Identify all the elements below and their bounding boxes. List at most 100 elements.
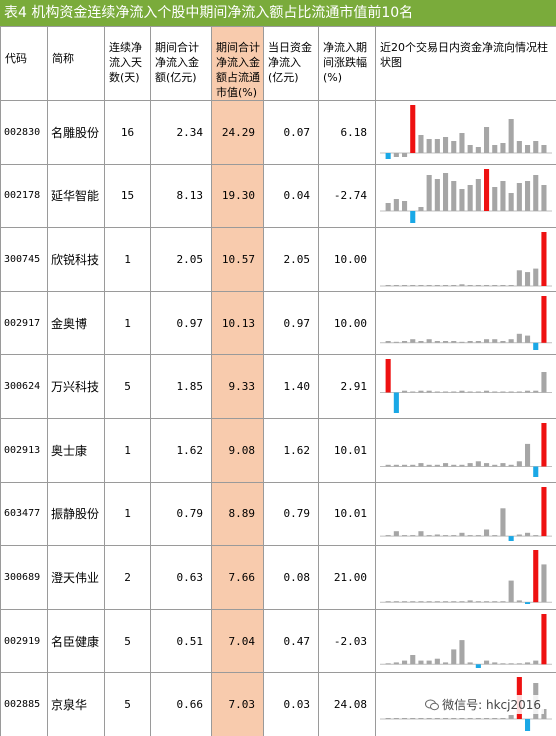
flow-bar bbox=[467, 600, 473, 603]
table-row: 002919 名臣健康 5 0.51 7.04 0.47 -2.03 bbox=[0, 608, 556, 674]
today-inflow-cell: 0.47 bbox=[263, 608, 319, 674]
flow-bar bbox=[467, 463, 473, 467]
flow-bar bbox=[525, 391, 531, 393]
flow-bar bbox=[402, 534, 408, 536]
flow-bar bbox=[500, 285, 506, 287]
flow-bar bbox=[418, 340, 424, 343]
flow-bar bbox=[525, 719, 531, 732]
flow-bar bbox=[508, 192, 514, 211]
price-change-cell: 10.01 bbox=[318, 481, 376, 547]
flow-bar bbox=[410, 718, 416, 720]
flow-bar bbox=[410, 105, 416, 153]
today-inflow-cell: 1.40 bbox=[263, 354, 319, 419]
flow-bar-chart-cell bbox=[375, 354, 556, 419]
flow-bar bbox=[459, 464, 465, 467]
flow-bar bbox=[467, 718, 473, 720]
total-inflow-cell: 1.85 bbox=[150, 354, 212, 419]
flow-bar bbox=[541, 709, 547, 720]
flow-bar bbox=[484, 529, 490, 536]
stock-name-cell: 延华智能 bbox=[47, 163, 105, 229]
consecutive-days-cell: 1 bbox=[104, 227, 151, 292]
flow-bar bbox=[484, 601, 490, 603]
stock-name-cell: 振静股份 bbox=[47, 481, 105, 547]
flow-bar bbox=[492, 601, 498, 603]
flow-bar bbox=[451, 534, 457, 536]
flow-bar bbox=[525, 335, 531, 343]
today-inflow-cell: 0.03 bbox=[263, 672, 319, 736]
flow-bar bbox=[541, 372, 547, 393]
flow-bar bbox=[459, 639, 465, 665]
flow-bar bbox=[508, 715, 514, 720]
flow-bar bbox=[516, 182, 522, 211]
flow-bar bbox=[525, 443, 531, 467]
flow-bar-chart-cell bbox=[375, 100, 556, 165]
stock-code-cell: 002917 bbox=[0, 290, 48, 356]
today-inflow-cell: 0.97 bbox=[263, 290, 319, 356]
flow-bar bbox=[410, 210, 416, 223]
flow-bar bbox=[492, 464, 498, 467]
today-inflow-cell: 0.04 bbox=[263, 163, 319, 229]
flow-bar bbox=[402, 660, 408, 665]
flow-bar bbox=[459, 341, 465, 343]
flow-bar bbox=[426, 285, 432, 287]
table-row: 002913 奥士康 1 1.62 9.08 1.62 10.01 bbox=[0, 417, 556, 483]
consecutive-days-cell: 5 bbox=[104, 608, 151, 674]
consecutive-days-cell: 1 bbox=[104, 290, 151, 356]
flow-bar bbox=[508, 580, 514, 603]
header-chart: 近20个交易日内资金净流向情况柱状图 bbox=[375, 26, 556, 101]
flow-bar bbox=[484, 338, 490, 343]
flow-bar bbox=[492, 391, 498, 393]
flow-bar bbox=[443, 391, 449, 393]
flow-bar bbox=[410, 338, 416, 343]
price-change-cell: 2.91 bbox=[318, 354, 376, 419]
flow-bar bbox=[541, 613, 547, 665]
flow-bar bbox=[426, 464, 432, 467]
flow-bar bbox=[508, 119, 514, 153]
total-inflow-cell: 2.34 bbox=[150, 100, 212, 165]
stock-code-cell: 002830 bbox=[0, 100, 48, 165]
flow-bar bbox=[500, 180, 506, 211]
total-inflow-cell: 2.05 bbox=[150, 227, 212, 292]
flow-bar bbox=[492, 338, 498, 343]
flow-bar bbox=[525, 272, 531, 287]
flow-bar-chart-cell bbox=[375, 545, 556, 610]
table-row: 603477 振静股份 1 0.79 8.89 0.79 10.01 bbox=[0, 481, 556, 547]
flow-bar bbox=[516, 461, 522, 467]
flow-bar-chart bbox=[380, 232, 552, 287]
flow-bar bbox=[385, 153, 391, 159]
flow-bar bbox=[410, 534, 416, 536]
flow-bar bbox=[525, 532, 531, 536]
flow-bar bbox=[533, 466, 539, 477]
flow-bar-chart bbox=[380, 550, 552, 605]
flow-bar bbox=[475, 391, 481, 393]
stock-name-cell: 欣锐科技 bbox=[47, 227, 105, 292]
stock-code-cell: 002178 bbox=[0, 163, 48, 229]
flow-bar bbox=[410, 601, 416, 603]
flow-bar bbox=[393, 601, 399, 603]
flow-bar bbox=[475, 461, 481, 467]
flow-bar bbox=[508, 391, 514, 393]
total-inflow-cell: 1.62 bbox=[150, 417, 212, 483]
flow-bar bbox=[484, 463, 490, 467]
flow-bar bbox=[500, 507, 506, 536]
consecutive-days-cell: 1 bbox=[104, 481, 151, 547]
flow-bar bbox=[385, 718, 391, 720]
stock-name-cell: 奥士康 bbox=[47, 417, 105, 483]
flow-bar bbox=[393, 662, 399, 665]
total-inflow-cell: 8.13 bbox=[150, 163, 212, 229]
flow-bar bbox=[533, 342, 539, 350]
consecutive-days-cell: 2 bbox=[104, 545, 151, 610]
price-change-cell: 6.18 bbox=[318, 100, 376, 165]
flow-bar bbox=[533, 660, 539, 665]
flow-bar bbox=[410, 391, 416, 393]
flow-bar bbox=[393, 153, 399, 157]
flow-bar bbox=[418, 601, 424, 603]
flow-bar bbox=[393, 464, 399, 467]
table-row: 300745 欣锐科技 1 2.05 10.57 2.05 10.00 bbox=[0, 227, 556, 292]
flow-bar bbox=[410, 464, 416, 467]
flow-bar bbox=[443, 662, 449, 665]
flow-bar bbox=[451, 601, 457, 603]
flow-bar bbox=[475, 285, 481, 287]
header-change: 净流入期间涨跌幅(%) bbox=[318, 26, 376, 101]
flow-bar bbox=[443, 718, 449, 720]
